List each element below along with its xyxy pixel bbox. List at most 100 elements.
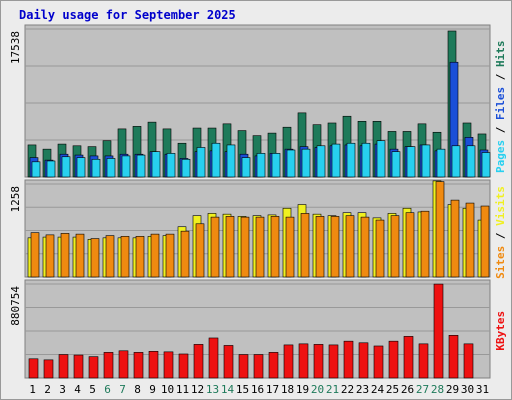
bar-pages-day-24 xyxy=(376,140,386,178)
bar-sites-day-28 xyxy=(435,181,445,278)
bar-pages-day-5 xyxy=(91,158,101,178)
x-tick-label-7: 7 xyxy=(119,383,126,396)
panel-3: 880754 KBytes xyxy=(9,279,507,379)
bar-kbytes-day-12 xyxy=(193,344,204,379)
bar-sites-day-18 xyxy=(285,216,295,278)
bar-sites-day-11 xyxy=(180,230,190,278)
x-axis: 1 2 3 4 5 6 7 8 9 10 11 12 13 14 15 16 17 18 19 20 21 22 23 24 2… xyxy=(29,383,489,396)
x-tick-label-26: 26 xyxy=(401,383,414,396)
x-tick-label-3: 3 xyxy=(59,383,66,396)
x-tick-label-18: 18 xyxy=(281,383,294,396)
bar-kbytes-day-16 xyxy=(253,354,264,379)
x-tick-label-27: 27 xyxy=(416,383,429,396)
bar-kbytes-day-8 xyxy=(133,352,144,379)
bar-sites-day-8 xyxy=(135,236,145,278)
bar-pages-day-14 xyxy=(226,144,236,178)
legend-part-3: Visits xyxy=(494,186,507,226)
legend-part-5: Hits xyxy=(494,41,507,68)
x-tick-label-19: 19 xyxy=(296,383,309,396)
bar-kbytes-day-3 xyxy=(58,354,69,379)
bar-pages-day-4 xyxy=(76,157,86,178)
bar-pages-day-6 xyxy=(106,158,116,178)
series-kbytes xyxy=(28,283,474,379)
x-tick-label-25: 25 xyxy=(386,383,399,396)
bar-pages-day-7 xyxy=(121,155,131,178)
bar-kbytes-day-23 xyxy=(358,342,369,379)
bar-sites-day-19 xyxy=(300,213,310,278)
bar-sites-day-23 xyxy=(360,216,370,278)
bar-pages-day-10 xyxy=(166,153,176,178)
bar-sites-day-16 xyxy=(255,216,265,278)
bar-pages-day-23 xyxy=(361,142,371,178)
x-tick-label-23: 23 xyxy=(356,383,369,396)
legend-part-2: / xyxy=(494,120,507,140)
bar-pages-day-1 xyxy=(31,161,41,178)
panel-1: 17538 Pages / Files / Hits xyxy=(9,24,507,178)
legend-label: KBytes xyxy=(494,311,507,351)
x-tick-label-10: 10 xyxy=(161,383,174,396)
bar-pages-day-16 xyxy=(256,153,266,178)
bar-kbytes-day-17 xyxy=(268,352,279,379)
bar-pages-day-18 xyxy=(286,149,296,178)
x-tick-label-12: 12 xyxy=(191,383,204,396)
legend-label: Pages / Files / Hits xyxy=(494,41,507,174)
bar-pages-day-9 xyxy=(151,151,161,178)
bar-sites-day-9 xyxy=(150,233,160,278)
x-tick-label-21: 21 xyxy=(326,383,339,396)
chart-panels: 17538 Pages / Files / Hits 1258 Sites / Vis… xyxy=(9,24,507,379)
bar-kbytes-day-5 xyxy=(88,356,99,379)
bar-pages-day-11 xyxy=(181,158,191,178)
bar-kbytes-day-21 xyxy=(328,344,339,379)
legend-part-1: Pages xyxy=(494,140,507,173)
panel-2: 1258 Sites / Visits xyxy=(9,179,507,279)
bar-sites-day-27 xyxy=(420,210,430,278)
bar-pages-day-13 xyxy=(211,142,221,178)
x-tick-label-22: 22 xyxy=(341,383,354,396)
bar-kbytes-day-15 xyxy=(238,354,249,379)
bar-kbytes-day-7 xyxy=(118,350,129,379)
x-tick-label-6: 6 xyxy=(104,383,111,396)
legend-part-2: / xyxy=(494,226,507,246)
bar-sites-day-29 xyxy=(450,199,460,278)
bar-kbytes-day-28 xyxy=(433,283,444,379)
bar-kbytes-day-30 xyxy=(463,343,474,379)
bar-sites-day-13 xyxy=(210,216,220,278)
bar-sites-day-30 xyxy=(465,202,475,278)
legend-part-3: Files xyxy=(494,87,507,120)
series-sites xyxy=(30,181,490,278)
bar-kbytes-day-26 xyxy=(403,336,414,379)
axis-max-label: 1258 xyxy=(9,186,22,213)
bar-sites-day-22 xyxy=(345,215,355,278)
x-tick-label-28: 28 xyxy=(431,383,444,396)
bar-pages-day-29 xyxy=(451,145,461,178)
bar-sites-day-24 xyxy=(375,219,385,278)
bar-pages-day-31 xyxy=(481,152,491,178)
bar-kbytes-day-9 xyxy=(148,351,159,379)
bar-pages-day-28 xyxy=(436,148,446,178)
bar-sites-day-25 xyxy=(390,215,400,278)
x-tick-label-5: 5 xyxy=(89,383,96,396)
x-tick-label-30: 30 xyxy=(461,383,474,396)
x-tick-label-9: 9 xyxy=(149,383,156,396)
bar-sites-day-17 xyxy=(270,216,280,278)
bar-kbytes-day-1 xyxy=(28,358,39,379)
bar-kbytes-day-19 xyxy=(298,343,309,379)
bar-kbytes-day-11 xyxy=(178,353,189,379)
x-tick-label-20: 20 xyxy=(311,383,324,396)
bar-pages-day-20 xyxy=(316,145,326,178)
x-tick-label-16: 16 xyxy=(251,383,264,396)
bar-pages-day-3 xyxy=(61,156,71,178)
x-tick-label-1: 1 xyxy=(29,383,36,396)
bar-pages-day-12 xyxy=(196,147,206,178)
bar-pages-day-27 xyxy=(421,144,431,178)
bar-kbytes-day-29 xyxy=(448,335,459,379)
bar-kbytes-day-18 xyxy=(283,344,294,379)
legend-part-1: Sites xyxy=(494,246,507,279)
bar-kbytes-day-14 xyxy=(223,345,234,379)
bar-kbytes-day-6 xyxy=(103,352,114,379)
bar-sites-day-7 xyxy=(120,236,130,278)
bar-sites-day-2 xyxy=(45,234,55,278)
bar-sites-day-10 xyxy=(165,233,175,278)
bar-sites-day-31 xyxy=(480,205,490,278)
